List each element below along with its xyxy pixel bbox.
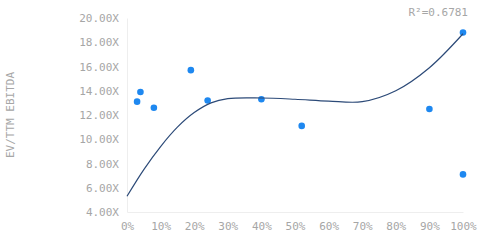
x-tick: 70% bbox=[353, 212, 373, 233]
chart: 0% 10% 20% 30% 40% 50% 60% 70% 80% 90% 100% 4.00X 6.… bbox=[0, 0, 480, 242]
x-tick-label: 20% bbox=[185, 220, 205, 233]
y-tick-label: 16.00X bbox=[79, 61, 119, 74]
x-tick-label: 0% bbox=[121, 220, 135, 233]
x-tick-label: 90% bbox=[420, 220, 440, 233]
x-tick: 50% bbox=[286, 212, 306, 233]
x-tick-label: 60% bbox=[319, 220, 339, 233]
y-tick: 6.00X bbox=[86, 182, 127, 195]
y-tick: 20.00X bbox=[79, 12, 127, 25]
trend-line bbox=[127, 34, 463, 196]
x-tick: 30% bbox=[218, 212, 238, 233]
x-axis-line bbox=[128, 212, 464, 213]
x-tick-label: 40% bbox=[252, 220, 272, 233]
y-tick-label: 10.00X bbox=[79, 133, 119, 146]
x-tick-label: 30% bbox=[218, 220, 238, 233]
y-tick: 16.00X bbox=[79, 61, 127, 74]
y-tick-label: 8.00X bbox=[86, 158, 119, 171]
y-axis: 4.00X 6.00X 8.00X 10.00X 12.00X 14.00X 16.00X 1… bbox=[79, 12, 127, 219]
y-tick: 10.00X bbox=[79, 133, 127, 146]
y-axis-title: EV/TTM EBITDA bbox=[4, 72, 17, 158]
scatter-point bbox=[258, 96, 265, 103]
x-axis: 0% 10% 20% 30% 40% 50% 60% 70% 80% 90% 100% bbox=[121, 212, 477, 233]
y-tick-label: 20.00X bbox=[79, 12, 119, 25]
y-tick-label: 14.00X bbox=[79, 85, 119, 98]
x-tick: 0% bbox=[121, 212, 135, 233]
scatter-point bbox=[188, 67, 195, 74]
y-tick-label: 4.00X bbox=[86, 206, 119, 219]
scatter-point bbox=[134, 98, 141, 105]
scatter-point bbox=[137, 89, 144, 96]
marks bbox=[127, 29, 466, 196]
annotation: R²=0.6781 bbox=[408, 6, 468, 19]
scatter-point bbox=[460, 29, 467, 36]
x-tick: 10% bbox=[151, 212, 171, 233]
x-tick: 100% bbox=[450, 212, 477, 233]
y-tick: 4.00X bbox=[86, 206, 127, 219]
y-tick: 12.00X bbox=[79, 109, 127, 122]
x-tick-label: 100% bbox=[450, 220, 477, 233]
plot-area: 0% 10% 20% 30% 40% 50% 60% 70% 80% 90% 100% 4.00X 6.… bbox=[79, 12, 477, 233]
y-tick: 14.00X bbox=[79, 85, 127, 98]
scatter-point bbox=[298, 123, 305, 130]
scatter-point bbox=[426, 106, 433, 113]
y-tick-label: 12.00X bbox=[79, 109, 119, 122]
x-tick-label: 70% bbox=[353, 220, 373, 233]
x-tick-label: 80% bbox=[386, 220, 406, 233]
scatter-point bbox=[151, 104, 158, 111]
y-axis-line bbox=[127, 19, 128, 213]
x-tick: 20% bbox=[185, 212, 205, 233]
x-tick-label: 50% bbox=[286, 220, 306, 233]
x-tick: 80% bbox=[386, 212, 406, 233]
x-tick: 40% bbox=[252, 212, 272, 233]
y-tick-label: 18.00X bbox=[79, 36, 119, 49]
x-tick: 90% bbox=[420, 212, 440, 233]
y-tick: 18.00X bbox=[79, 36, 127, 49]
y-tick: 8.00X bbox=[86, 158, 127, 171]
x-tick: 60% bbox=[319, 212, 339, 233]
y-tick-label: 6.00X bbox=[86, 182, 119, 195]
scatter-point bbox=[460, 171, 467, 178]
x-tick-label: 10% bbox=[151, 220, 171, 233]
